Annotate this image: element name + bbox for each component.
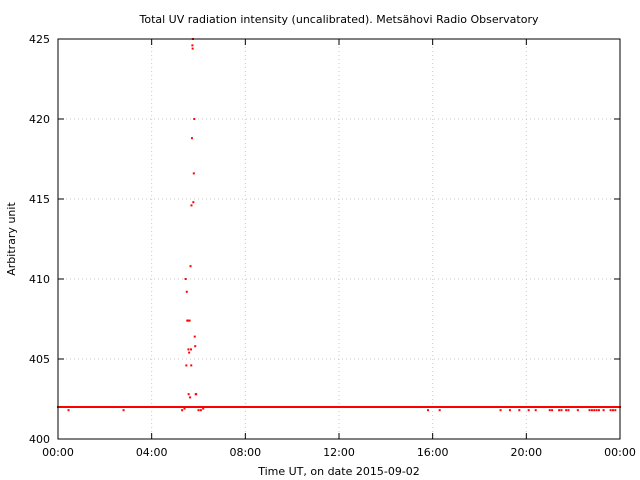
data-point (188, 351, 191, 354)
data-point (192, 201, 195, 204)
x-tick-label: 08:00 (229, 446, 261, 459)
data-point (590, 409, 593, 412)
x-tick-label: 20:00 (510, 446, 542, 459)
x-tick-label: 00:00 (42, 446, 74, 459)
data-point (593, 409, 596, 412)
data-point (202, 407, 205, 410)
axis-ticks: 00:00 04:00 08:00 12:00 16:00 20:00 00:0040040… (29, 33, 636, 459)
data-point (192, 172, 195, 175)
data-point (551, 409, 554, 412)
data-point (183, 407, 186, 410)
chart-title: Total UV radiation intensity (uncalibrat… (139, 13, 539, 26)
data-point (534, 409, 537, 412)
data-point (67, 409, 70, 412)
data-point (560, 409, 563, 412)
y-tick-label: 420 (29, 113, 50, 126)
data-point (122, 409, 125, 412)
data-point (199, 409, 202, 412)
data-point (191, 47, 194, 50)
y-tick-label: 400 (29, 433, 50, 446)
data-point (565, 409, 568, 412)
data-point (188, 319, 191, 322)
x-tick-label: 16:00 (417, 446, 449, 459)
data-point (611, 409, 614, 412)
data-point (197, 409, 200, 412)
y-tick-label: 415 (29, 193, 50, 206)
data-point (190, 348, 193, 351)
data-point (184, 278, 187, 280)
data-point (185, 290, 188, 293)
data-point (508, 409, 511, 412)
data-point (527, 409, 530, 412)
data-point (602, 409, 605, 412)
data-point (548, 409, 551, 412)
data-point (438, 409, 441, 412)
data-point (518, 409, 521, 412)
data-point (189, 265, 192, 268)
data-point (193, 335, 196, 338)
data-point (187, 393, 190, 396)
data-point (190, 137, 193, 140)
data-point (195, 393, 198, 396)
y-tick-label: 425 (29, 33, 50, 46)
data-point (567, 409, 570, 412)
data-point (558, 409, 561, 412)
y-axis-label: Arbitrary unit (5, 202, 18, 276)
data-point (426, 409, 429, 412)
data-point (576, 409, 579, 412)
x-tick-label: 12:00 (323, 446, 355, 459)
data-point (609, 409, 612, 412)
grid-lines (58, 39, 620, 439)
data-point (187, 348, 190, 351)
data-point (181, 409, 184, 412)
y-tick-label: 410 (29, 273, 50, 286)
data-point (194, 345, 197, 348)
data-point (193, 118, 196, 120)
x-axis-label: Time UT, on date 2015-09-02 (257, 465, 420, 478)
data-point (597, 409, 600, 412)
data-point (189, 396, 192, 399)
x-tick-label: 04:00 (136, 446, 168, 459)
data-points (57, 38, 621, 412)
data-point (185, 364, 188, 367)
data-point (595, 409, 598, 412)
data-point (186, 319, 189, 322)
data-point (190, 204, 193, 207)
data-point (499, 409, 502, 412)
data-point (614, 409, 617, 412)
x-tick-label: 00:00 (604, 446, 636, 459)
data-point (191, 44, 194, 47)
y-tick-label: 405 (29, 353, 50, 366)
data-point (190, 364, 193, 367)
data-point (588, 409, 591, 412)
